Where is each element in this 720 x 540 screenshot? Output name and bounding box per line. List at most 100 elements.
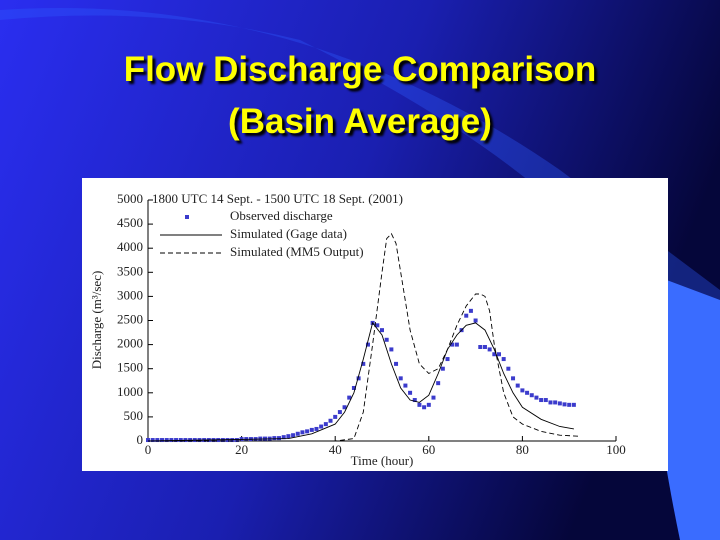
observed-point bbox=[506, 366, 511, 371]
observed-point bbox=[562, 402, 567, 407]
observed-point bbox=[351, 385, 356, 390]
observed-point bbox=[515, 383, 520, 388]
observed-point bbox=[286, 434, 291, 439]
observed-point bbox=[543, 398, 548, 403]
observed-point bbox=[436, 381, 441, 386]
observed-point bbox=[548, 400, 553, 405]
observed-point bbox=[497, 352, 501, 357]
x-tick-label: 80 bbox=[516, 442, 529, 457]
observed-point bbox=[501, 357, 506, 362]
observed-point bbox=[291, 433, 296, 438]
observed-point bbox=[258, 436, 263, 441]
observed-point bbox=[365, 342, 370, 347]
observed-point bbox=[473, 318, 478, 323]
observed-point bbox=[422, 405, 427, 410]
observed-point bbox=[450, 342, 455, 347]
observed-point bbox=[492, 352, 497, 357]
y-tick-label: 3000 bbox=[117, 287, 143, 302]
observed-point bbox=[464, 313, 469, 318]
observed-point bbox=[150, 438, 155, 443]
observed-point bbox=[398, 376, 403, 381]
observed-point bbox=[511, 376, 516, 381]
legend-label: Simulated (Gage data) bbox=[230, 226, 347, 241]
observed-point bbox=[277, 436, 282, 441]
legend-label: Observed discharge bbox=[230, 208, 333, 223]
observed-point bbox=[375, 323, 380, 328]
observed-point bbox=[487, 347, 492, 352]
y-tick-label: 2500 bbox=[117, 311, 143, 326]
observed-point bbox=[337, 410, 342, 415]
observed-point bbox=[295, 431, 300, 436]
observed-point bbox=[567, 402, 572, 407]
observed-point bbox=[426, 402, 431, 407]
observed-point bbox=[384, 337, 389, 342]
x-tick-label: 100 bbox=[606, 442, 626, 457]
y-tick-label: 5000 bbox=[117, 191, 143, 206]
observed-point bbox=[146, 438, 150, 443]
observed-point bbox=[389, 347, 394, 352]
y-tick-label: 4500 bbox=[117, 215, 143, 230]
observed-point bbox=[342, 405, 347, 410]
observed-point bbox=[169, 438, 174, 443]
observed-point bbox=[347, 395, 352, 400]
observed-point bbox=[394, 361, 399, 366]
chart-title: 1800 UTC 14 Sept. - 1500 UTC 18 Sept. (2… bbox=[152, 191, 403, 206]
observed-point bbox=[174, 438, 179, 443]
observed-point bbox=[412, 398, 417, 403]
observed-point bbox=[525, 390, 530, 395]
x-tick-label: 40 bbox=[329, 442, 342, 457]
observed-point bbox=[300, 430, 305, 435]
observed-point bbox=[529, 393, 534, 398]
observed-point bbox=[468, 308, 473, 313]
slide-title: (Basin Average) bbox=[228, 102, 492, 141]
x-axis-label: Time (hour) bbox=[351, 453, 414, 468]
observed-point bbox=[539, 398, 544, 403]
observed-point bbox=[571, 402, 576, 407]
legend-label: Simulated (MM5 Output) bbox=[230, 244, 364, 259]
observed-point bbox=[323, 422, 328, 427]
slide-title: Flow Discharge Comparison bbox=[123, 50, 597, 89]
observed-point bbox=[356, 376, 361, 381]
observed-point bbox=[380, 328, 384, 333]
observed-point bbox=[314, 426, 319, 431]
observed-point bbox=[478, 345, 483, 350]
chart: 1800 UTC 14 Sept. - 1500 UTC 18 Sept. (2… bbox=[82, 178, 668, 471]
observed-point bbox=[164, 438, 169, 443]
observed-point bbox=[361, 361, 366, 366]
y-axis-label: Discharge (m³/sec) bbox=[89, 271, 104, 370]
y-tick-label: 1500 bbox=[117, 360, 143, 375]
observed-point bbox=[408, 390, 413, 395]
observed-point bbox=[333, 414, 338, 419]
y-tick-label: 3500 bbox=[117, 263, 143, 278]
x-tick-label: 0 bbox=[145, 442, 152, 457]
observed-point bbox=[155, 438, 160, 443]
legend-marker bbox=[185, 215, 189, 219]
observed-point bbox=[557, 401, 562, 406]
observed-point bbox=[482, 345, 487, 350]
series-line bbox=[148, 232, 579, 442]
observed-point bbox=[328, 418, 333, 423]
observed-point bbox=[234, 438, 239, 443]
observed-point bbox=[281, 435, 286, 440]
y-tick-label: 4000 bbox=[117, 239, 143, 254]
y-tick-label: 2000 bbox=[117, 336, 143, 351]
observed-point bbox=[440, 366, 445, 371]
y-tick-label: 0 bbox=[137, 432, 144, 447]
observed-point bbox=[553, 400, 558, 405]
observed-point bbox=[403, 383, 408, 388]
observed-point bbox=[309, 427, 314, 432]
observed-point bbox=[160, 438, 165, 443]
observed-point bbox=[520, 388, 525, 393]
observed-point bbox=[431, 395, 436, 400]
observed-point bbox=[319, 424, 324, 429]
x-tick-label: 20 bbox=[235, 442, 248, 457]
observed-point bbox=[272, 436, 277, 441]
observed-point bbox=[445, 357, 450, 362]
y-tick-label: 500 bbox=[124, 408, 144, 423]
series-line bbox=[147, 321, 574, 442]
observed-point bbox=[454, 342, 459, 347]
x-tick-label: 60 bbox=[422, 442, 435, 457]
y-tick-label: 1000 bbox=[117, 384, 143, 399]
observed-point bbox=[417, 402, 422, 407]
